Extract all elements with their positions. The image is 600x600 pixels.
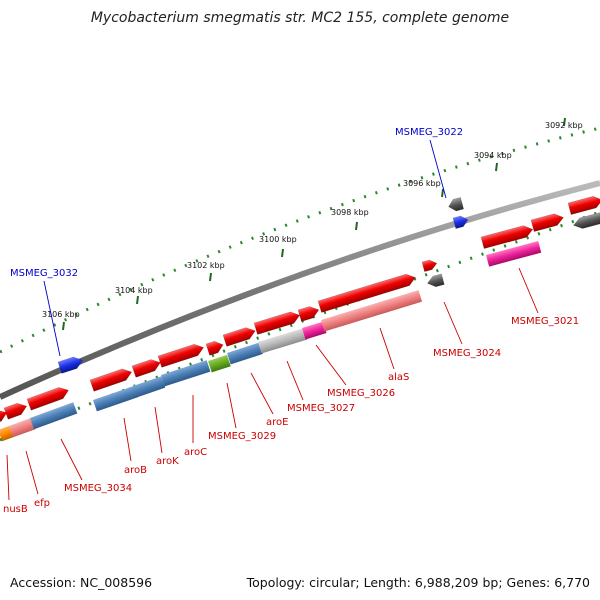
forward-cds-arrow bbox=[205, 341, 224, 356]
reverse-cds-arrow bbox=[427, 273, 445, 288]
scale-tick bbox=[136, 295, 139, 305]
gene-label: MSMEG_3029 bbox=[208, 431, 276, 442]
scale-tick bbox=[281, 248, 284, 258]
function-block bbox=[302, 321, 327, 340]
scale-tick bbox=[355, 221, 358, 231]
function-block bbox=[227, 342, 264, 365]
gene-label: alaS bbox=[388, 372, 409, 383]
gene-leader-line bbox=[154, 406, 163, 454]
function-block bbox=[93, 385, 139, 412]
function-block bbox=[9, 417, 36, 438]
reverse-cds-arrow bbox=[57, 356, 84, 374]
gene-leader-line bbox=[43, 280, 61, 357]
scale-tick bbox=[495, 162, 498, 172]
function-block bbox=[161, 360, 211, 387]
function-block bbox=[208, 354, 231, 373]
scale-tick-label: 3102 kbp bbox=[187, 261, 225, 270]
forward-cds-arrow bbox=[157, 343, 204, 368]
gene-leader-line bbox=[6, 454, 10, 501]
function-block bbox=[30, 402, 78, 430]
scale-tick bbox=[563, 117, 566, 127]
gene-leader-line bbox=[123, 417, 132, 462]
gene-leader-line bbox=[25, 450, 39, 495]
scale-tick-label: 3094 kbp bbox=[474, 151, 512, 160]
scale-tick-label: 3092 kbp bbox=[545, 121, 583, 130]
function-block bbox=[486, 241, 542, 267]
gene-leader-line bbox=[429, 139, 447, 199]
forward-cds-arrow bbox=[480, 225, 534, 249]
gene-leader-line bbox=[286, 360, 304, 401]
reverse-cds-arrow bbox=[572, 211, 600, 229]
forward-cds-arrow bbox=[89, 368, 133, 392]
gene-leader-line bbox=[518, 267, 539, 314]
gene-label: MSMEG_3034 bbox=[64, 483, 132, 494]
gene-label: aroK bbox=[156, 456, 179, 467]
map-title: Mycobacterium smegmatis str. MC2 155, co… bbox=[90, 10, 510, 26]
gene-label: efp bbox=[34, 498, 50, 509]
forward-cds-arrow bbox=[0, 409, 8, 426]
function-block bbox=[133, 376, 166, 398]
gene-leader-line bbox=[443, 301, 463, 345]
gene-label: aroE bbox=[266, 417, 288, 428]
scale-tick-label: 3096 kbp bbox=[403, 179, 441, 188]
forward-cds-arrow bbox=[297, 306, 320, 322]
function-block bbox=[321, 290, 423, 332]
gene-label: aroB bbox=[124, 465, 147, 476]
accession-text: Accession: NC_008596 bbox=[10, 575, 153, 590]
forward-cds-arrow bbox=[530, 213, 564, 232]
scale-tick bbox=[441, 188, 444, 198]
gene-label: MSMEG_3027 bbox=[287, 403, 355, 414]
function-block bbox=[258, 327, 308, 354]
gene-label: MSMEG_3022 bbox=[395, 127, 463, 138]
reverse-cds-arrow bbox=[452, 215, 469, 229]
topology-text: Topology: circular; Length: 6,988,209 bp… bbox=[246, 575, 590, 590]
scale-tick-label: 3098 kbp bbox=[331, 208, 369, 217]
forward-cds-arrow bbox=[317, 273, 416, 313]
gene-label: nusB bbox=[3, 504, 28, 515]
genome-backbone bbox=[0, 180, 600, 400]
gene-label: MSMEG_3032 bbox=[10, 268, 78, 279]
gene-leader-line bbox=[226, 382, 237, 429]
forward-cds-arrow bbox=[222, 327, 256, 347]
scale-tick-label: 3104 kbp bbox=[115, 286, 153, 295]
forward-cds-arrow bbox=[131, 359, 161, 378]
forward-cds-arrow bbox=[26, 387, 69, 411]
gene-label: MSMEG_3021 bbox=[511, 316, 579, 327]
scale-tick bbox=[62, 321, 65, 331]
forward-cds-arrow bbox=[253, 311, 301, 335]
reverse-cds-arrow bbox=[448, 197, 464, 212]
scale-tick-label: 3100 kbp bbox=[259, 235, 297, 244]
gene-leader-line bbox=[315, 344, 347, 386]
gene-label: MSMEG_3024 bbox=[433, 348, 501, 359]
gene-label: aroC bbox=[184, 447, 207, 458]
gene-leader-line bbox=[250, 372, 274, 415]
function-block bbox=[0, 425, 14, 442]
scale-tick-label: 3106 kbp bbox=[42, 310, 80, 319]
gene-leader-line bbox=[60, 438, 83, 481]
gene-label: MSMEG_3026 bbox=[327, 388, 395, 399]
scale-tick bbox=[209, 272, 212, 282]
forward-cds-arrow bbox=[3, 402, 28, 420]
forward-cds-arrow bbox=[421, 259, 438, 272]
forward-cds-arrow bbox=[567, 196, 600, 215]
gene-leader-line bbox=[379, 327, 395, 370]
